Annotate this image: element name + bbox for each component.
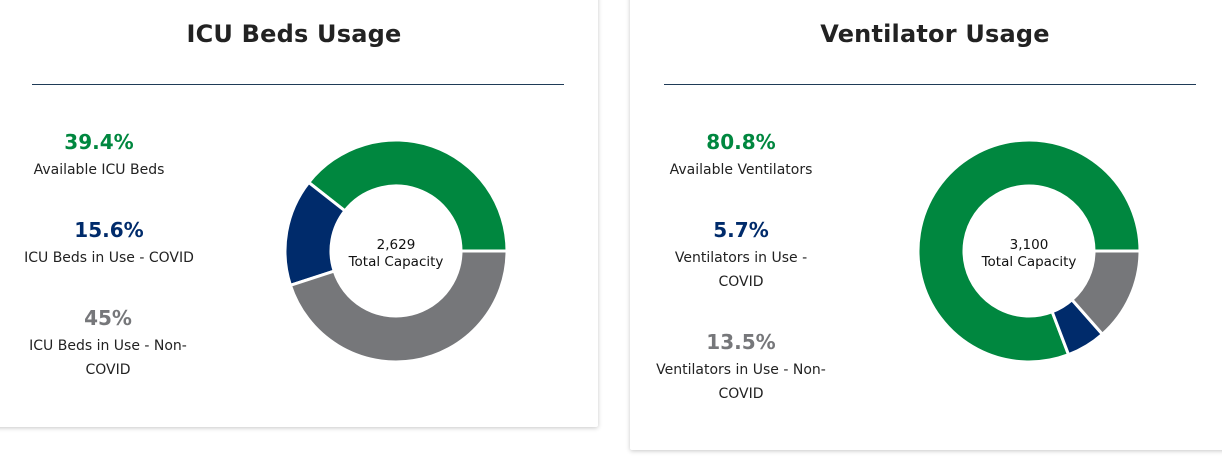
vent-center-value: 3,100 xyxy=(1010,237,1049,253)
icu-donut-chart: 2,629 Total Capacity xyxy=(283,138,509,364)
icu-available-pct: 39.4% xyxy=(64,130,134,154)
icu-stat-available: 39.4% Available ICU Beds xyxy=(14,130,184,182)
ventilator-donut-chart: 3,100 Total Capacity xyxy=(916,138,1142,364)
icu-available-label: Available ICU Beds xyxy=(33,162,165,178)
vent-available-label: Available Ventilators xyxy=(669,162,813,178)
vent-slice-non-covid[interactable] xyxy=(1069,249,1142,337)
icu-slice-available[interactable] xyxy=(306,138,509,253)
icu-title-divider xyxy=(32,84,564,85)
icu-noncovid-label: ICU Beds in Use - Non-COVID xyxy=(29,338,187,378)
vent-stat-available: 80.8% Available Ventilators xyxy=(656,130,826,182)
vent-stat-covid: 5.7% Ventilators in Use - COVID xyxy=(666,218,816,294)
icu-center-label: Total Capacity xyxy=(348,254,444,270)
vent-available-pct: 80.8% xyxy=(706,130,776,154)
vent-center-label: Total Capacity xyxy=(981,254,1077,270)
vent-slice-available[interactable] xyxy=(916,138,1142,364)
ventilator-title-divider xyxy=(664,84,1196,85)
ventilator-usage-card: Ventilator Usage 80.8% Available Ventila… xyxy=(630,0,1222,450)
icu-card-title: ICU Beds Usage xyxy=(186,20,402,48)
icu-usage-card: ICU Beds Usage 39.4% Available ICU Beds … xyxy=(0,0,598,427)
icu-stat-noncovid: 45% ICU Beds in Use - Non-COVID xyxy=(24,306,192,382)
ventilator-card-title: Ventilator Usage xyxy=(820,20,1050,48)
icu-covid-pct: 15.6% xyxy=(74,218,144,242)
vent-stat-noncovid: 13.5% Ventilators in Use - Non-COVID xyxy=(650,330,832,406)
vent-covid-label: Ventilators in Use - COVID xyxy=(674,250,808,290)
icu-covid-label: ICU Beds in Use - COVID xyxy=(24,250,194,266)
icu-noncovid-pct: 45% xyxy=(84,306,132,330)
icu-center-value: 2,629 xyxy=(377,237,416,253)
icu-stat-covid: 15.6% ICU Beds in Use - COVID xyxy=(14,218,204,270)
icu-slice-non-covid[interactable] xyxy=(288,249,509,364)
vent-noncovid-pct: 13.5% xyxy=(706,330,776,354)
vent-noncovid-label: Ventilators in Use - Non-COVID xyxy=(656,362,826,402)
vent-covid-pct: 5.7% xyxy=(713,218,769,242)
